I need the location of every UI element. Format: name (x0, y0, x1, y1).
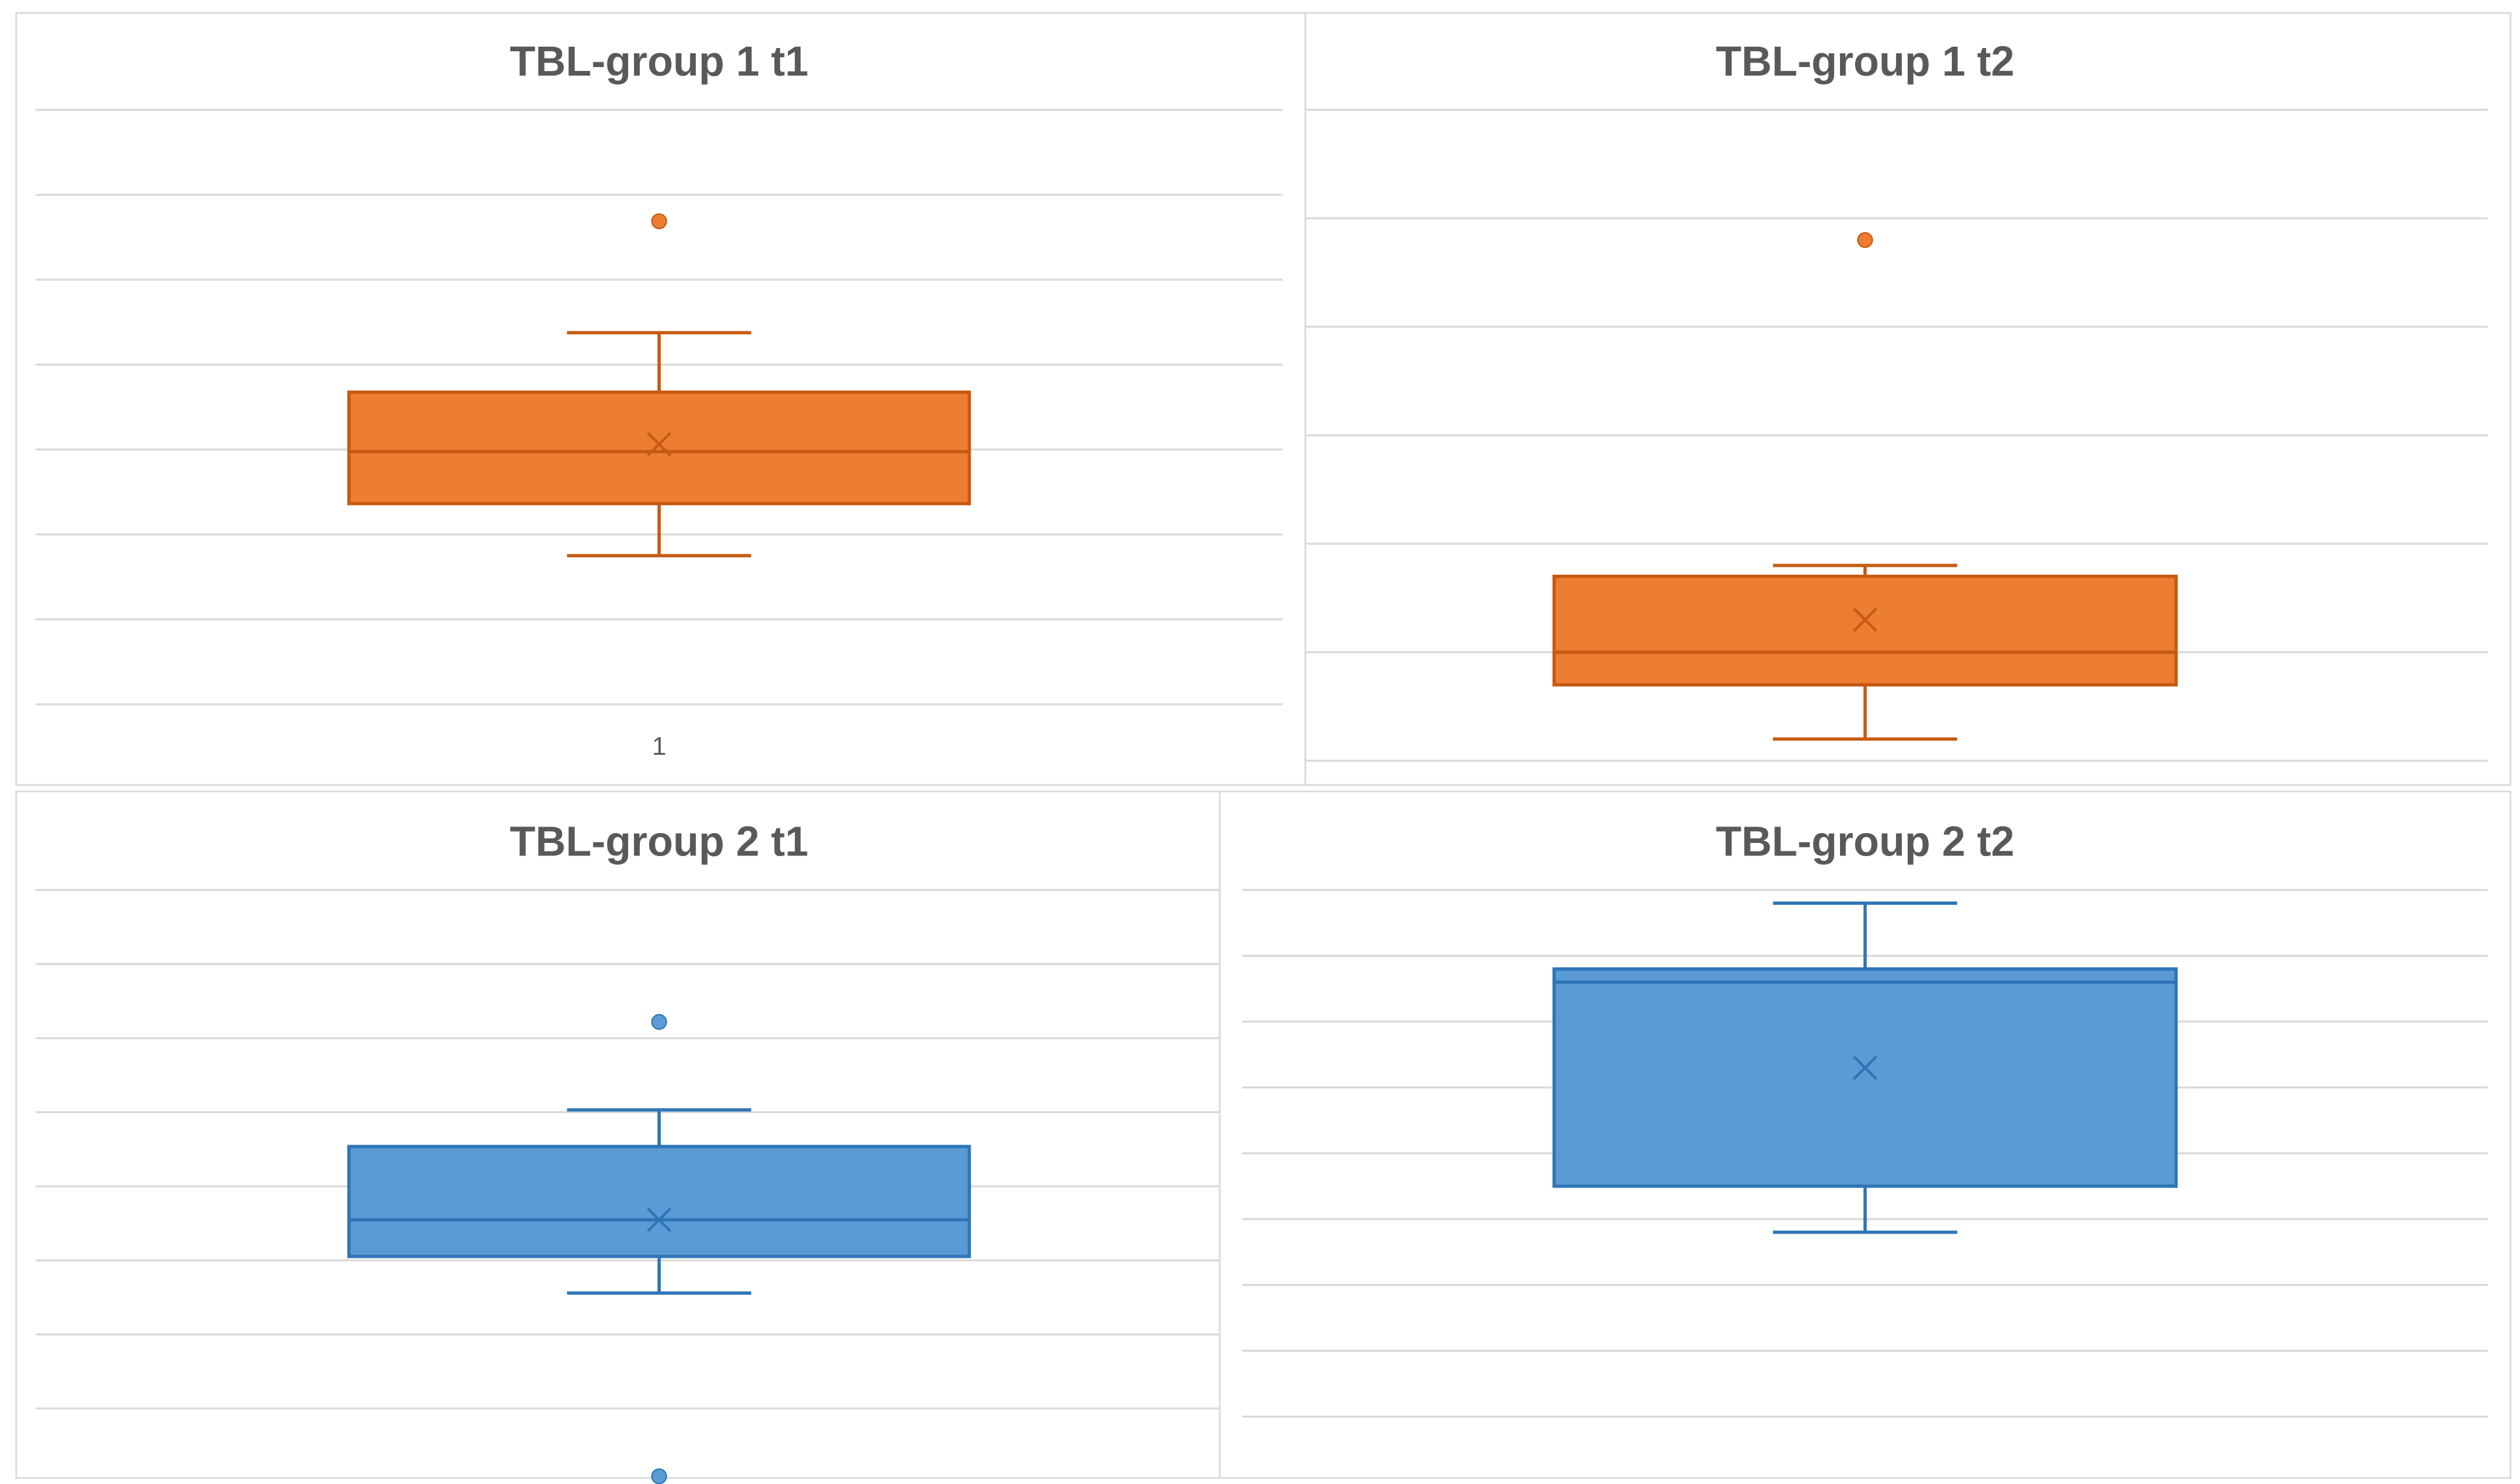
outlier-point (651, 213, 667, 229)
chart-title: TBL-group 2 t2 (1716, 818, 2014, 865)
chart-panel: TBL-group 2 t1 (15, 790, 1221, 1484)
chart-panel: TBL-group 1 t1 1 (15, 12, 1307, 786)
mean-marker (646, 1207, 671, 1232)
box-iqr (1552, 575, 2178, 687)
category-label: 1 (652, 732, 666, 761)
mean-marker (1853, 1055, 1878, 1080)
outlier-point (1857, 231, 1874, 249)
chart-title: TBL-group 2 t1 (510, 818, 808, 865)
outlier-point (651, 1468, 667, 1484)
mean-marker (646, 431, 671, 457)
chart-title: TBL-group 1 t2 (1716, 37, 2014, 85)
chart-panel: TBL-group 1 t2 (1304, 12, 2511, 786)
mean-marker (1853, 607, 1878, 633)
chart-title: TBL-group 1 t1 (510, 37, 808, 85)
box-iqr (347, 390, 971, 506)
chart-panel: TBL-group 2 t2 (1219, 790, 2511, 1479)
panel-frame (15, 790, 1221, 1479)
outlier-point (651, 1014, 667, 1030)
box-iqr (347, 1145, 971, 1258)
box-iqr (1552, 967, 2178, 1188)
